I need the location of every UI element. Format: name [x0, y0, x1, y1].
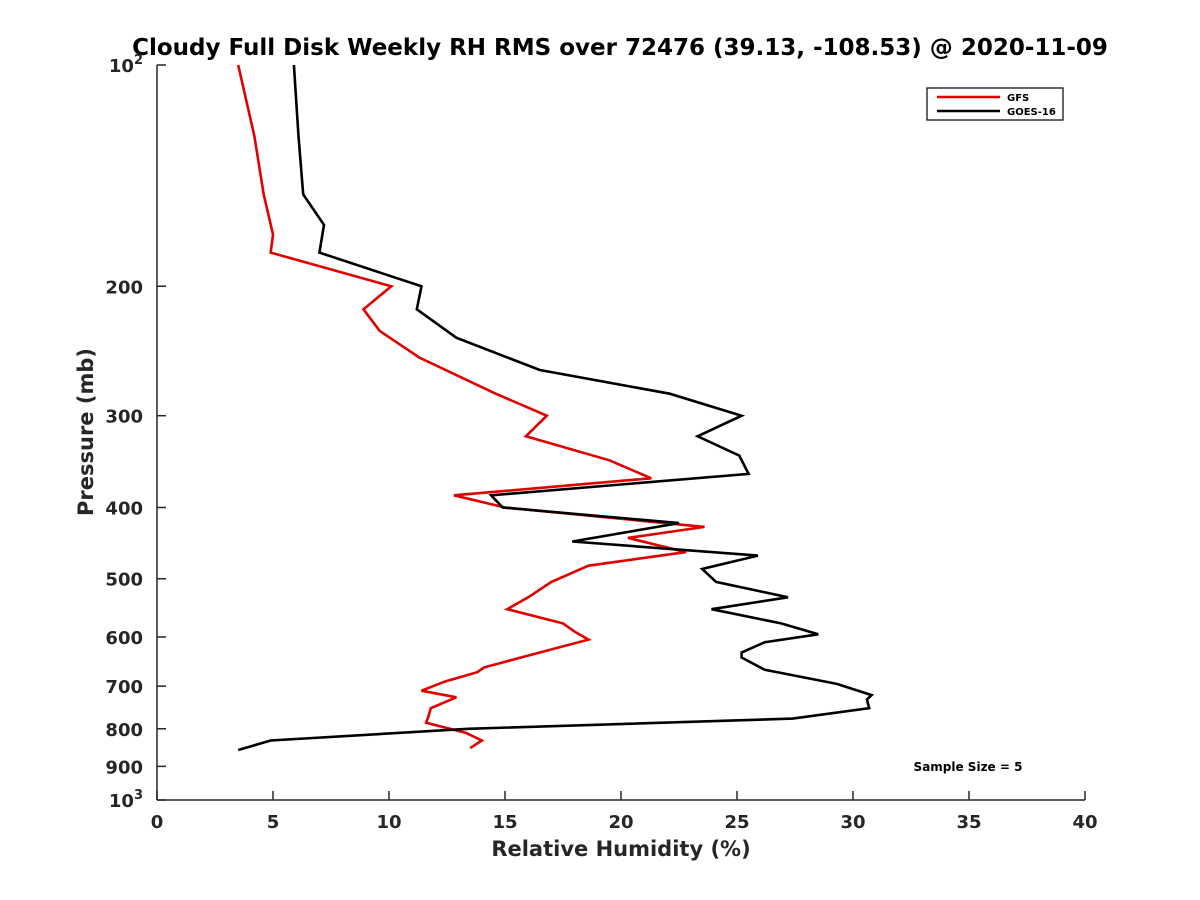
- x-tick-label: 10: [376, 812, 401, 833]
- legend-box: [926, 87, 1064, 121]
- y-tick-label: 400: [105, 499, 143, 520]
- x-tick-label: 20: [608, 812, 633, 833]
- y-tick-label: 900: [105, 757, 143, 778]
- y-tick-label: 700: [105, 677, 143, 698]
- y-tick-label: 800: [105, 720, 143, 741]
- y-axis-label: Pressure (mb): [74, 348, 98, 516]
- x-tick-label: 40: [1072, 812, 1097, 833]
- x-ticks: 0 5 10 15 20 25 30 35 40: [151, 791, 1098, 833]
- legend-label-gfs: GFS: [1007, 93, 1029, 104]
- y-tick-label: 200: [105, 277, 143, 298]
- x-axis-label: Relative Humidity (%): [491, 837, 750, 861]
- x-tick-label: 30: [840, 812, 865, 833]
- y-tick-label: 102: [109, 53, 143, 77]
- x-tick-label: 25: [724, 812, 749, 833]
- y-tick-label: 103: [109, 788, 143, 812]
- x-tick-label: 35: [956, 812, 981, 833]
- series-line-gfs: [236, 64, 705, 750]
- series-layer: [236, 64, 875, 752]
- legend-label-goes16: GOES-16: [1007, 107, 1056, 118]
- x-tick-label: 5: [267, 812, 280, 833]
- chart-title: Cloudy Full Disk Weekly RH RMS over 7247…: [132, 35, 1108, 61]
- y-tick-label: 600: [105, 628, 143, 649]
- y-ticks: 102 200 300 400 500 600 700 800 900 103: [105, 53, 166, 812]
- x-tick-label: 15: [492, 812, 517, 833]
- legend: GFS GOES-16: [926, 87, 1064, 121]
- x-tick-label: 0: [151, 812, 164, 833]
- sample-size-annotation: Sample Size = 5: [914, 760, 1023, 774]
- y-tick-label: 500: [105, 570, 143, 591]
- series-line-goes16: [237, 64, 875, 752]
- y-tick-label: 300: [105, 407, 143, 428]
